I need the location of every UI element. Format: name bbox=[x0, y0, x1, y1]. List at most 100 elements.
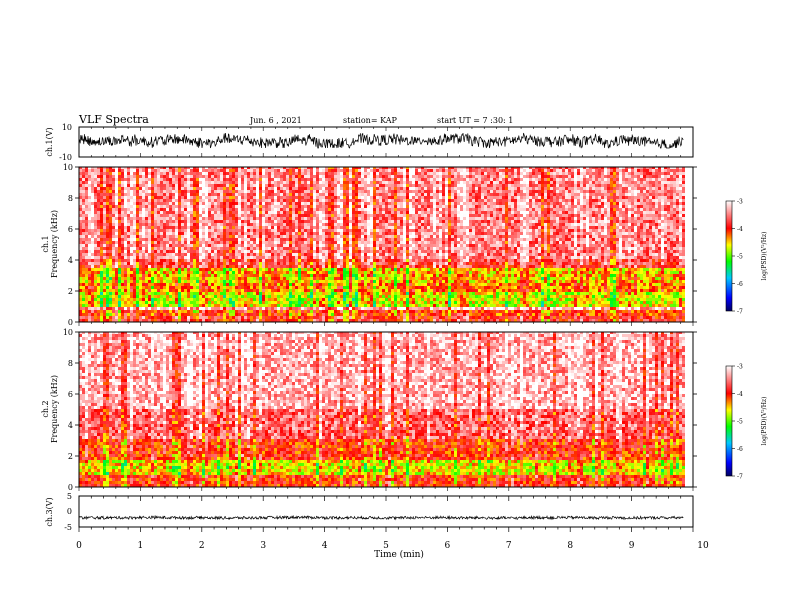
spectrogram-cell bbox=[202, 220, 205, 223]
spectrogram-cell bbox=[313, 280, 316, 283]
spectrogram-cell bbox=[139, 292, 142, 295]
spectrogram-cell bbox=[103, 298, 106, 301]
spectrogram-cell bbox=[283, 304, 286, 307]
spectrogram-cell bbox=[301, 223, 304, 226]
spectrogram-cell bbox=[259, 259, 262, 262]
spectrogram-cell bbox=[169, 271, 172, 274]
spectrogram-cell bbox=[343, 283, 346, 286]
spectrogram-cell bbox=[166, 265, 169, 268]
spectrogram-cell bbox=[334, 235, 337, 238]
spectrogram-cell bbox=[232, 262, 235, 265]
spectrogram-cell bbox=[127, 184, 130, 187]
spectrogram-cell bbox=[331, 178, 334, 181]
spectrogram-cell bbox=[322, 250, 325, 253]
spectrogram-cell bbox=[181, 244, 184, 247]
spectrogram-cell bbox=[238, 190, 241, 193]
spectrogram-cell bbox=[199, 196, 202, 199]
spectrogram-cell bbox=[280, 196, 283, 199]
spectrogram-cell bbox=[298, 259, 301, 262]
spectrogram-cell bbox=[163, 298, 166, 301]
spectrogram-cell bbox=[271, 178, 274, 181]
spectrogram-cell bbox=[214, 190, 217, 193]
spectrogram-cell bbox=[175, 226, 178, 229]
spectrogram-cell bbox=[145, 259, 148, 262]
spectrogram-cell bbox=[115, 217, 118, 220]
spectrogram-cell bbox=[79, 259, 82, 262]
spectrogram-cell bbox=[106, 247, 109, 250]
spectrogram-cell bbox=[97, 181, 100, 184]
spectrogram-cell bbox=[334, 250, 337, 253]
spectrogram-cell bbox=[121, 301, 124, 304]
spectrogram-cell bbox=[337, 247, 340, 250]
spectrogram-cell bbox=[172, 178, 175, 181]
spectrogram-cell bbox=[196, 167, 199, 169]
spectrogram-cell bbox=[349, 235, 352, 238]
spectrogram-cell bbox=[289, 298, 292, 301]
spectrogram-cell bbox=[322, 316, 325, 319]
spectrogram-cell bbox=[238, 214, 241, 217]
spectrogram-cell bbox=[289, 286, 292, 289]
spectrogram-cell bbox=[247, 229, 250, 232]
spectrogram-cell bbox=[142, 304, 145, 307]
spectrogram-cell bbox=[286, 241, 289, 244]
spectrogram-cell bbox=[172, 223, 175, 226]
spectrogram-cell bbox=[358, 193, 361, 196]
spectrogram-cell bbox=[190, 271, 193, 274]
spectrogram-cell bbox=[151, 262, 154, 265]
spectrogram-cell bbox=[142, 307, 145, 310]
spectrogram-cell bbox=[289, 268, 292, 271]
spectrogram-cell bbox=[268, 310, 271, 313]
spectrogram-cell bbox=[283, 319, 286, 322]
spectrogram-cell bbox=[175, 214, 178, 217]
spectrogram-cell bbox=[196, 295, 199, 298]
spectrogram-cell bbox=[226, 313, 229, 316]
spectrogram-cell bbox=[94, 193, 97, 196]
spectrogram-cell bbox=[172, 253, 175, 256]
spectrogram-cell bbox=[157, 238, 160, 241]
spectrogram-cell bbox=[316, 178, 319, 181]
spectrogram-cell bbox=[178, 289, 181, 292]
spectrogram-cell bbox=[82, 241, 85, 244]
spectrogram-cell bbox=[256, 181, 259, 184]
spectrogram-cell bbox=[97, 244, 100, 247]
spectrogram-cell bbox=[160, 229, 163, 232]
spectrogram-cell bbox=[331, 286, 334, 289]
spectrogram-cell bbox=[109, 169, 112, 172]
spectrogram-cell bbox=[253, 214, 256, 217]
spectrogram-cell bbox=[82, 277, 85, 280]
spectrogram-cell bbox=[247, 208, 250, 211]
spectrogram-cell bbox=[211, 235, 214, 238]
spectrogram-cell bbox=[340, 205, 343, 208]
spectrogram-cell bbox=[118, 190, 121, 193]
spectrogram-cell bbox=[247, 181, 250, 184]
spectrogram-cell bbox=[358, 289, 361, 292]
spectrogram-cell bbox=[343, 295, 346, 298]
spectrogram-cell bbox=[175, 229, 178, 232]
spectrogram-cell bbox=[127, 295, 130, 298]
spectrogram-cell bbox=[310, 196, 313, 199]
spectrogram-cell bbox=[169, 289, 172, 292]
spectrogram-cell bbox=[217, 172, 220, 175]
spectrogram-cell bbox=[175, 208, 178, 211]
spectrogram-cell bbox=[220, 193, 223, 196]
spectrogram-cell bbox=[208, 199, 211, 202]
spectrogram-cell bbox=[109, 223, 112, 226]
spectrogram-cell bbox=[157, 280, 160, 283]
spectrogram-cell bbox=[268, 262, 271, 265]
spectrogram-cell bbox=[262, 247, 265, 250]
spectrogram-cell bbox=[100, 167, 103, 169]
spectrogram-cell bbox=[181, 250, 184, 253]
spectrogram-cell bbox=[172, 211, 175, 214]
spectrogram-cell bbox=[139, 214, 142, 217]
spectrogram-cell bbox=[220, 316, 223, 319]
spectrogram-cell bbox=[115, 262, 118, 265]
spectrogram-cell bbox=[313, 187, 316, 190]
spectrogram-cell bbox=[145, 262, 148, 265]
spectrogram-cell bbox=[355, 274, 358, 277]
spectrogram-cell bbox=[262, 283, 265, 286]
spectrogram-cell bbox=[238, 253, 241, 256]
spectrogram-cell bbox=[94, 250, 97, 253]
spectrogram-cell bbox=[223, 226, 226, 229]
spectrogram-cell bbox=[346, 253, 349, 256]
spectrogram-cell bbox=[124, 307, 127, 310]
